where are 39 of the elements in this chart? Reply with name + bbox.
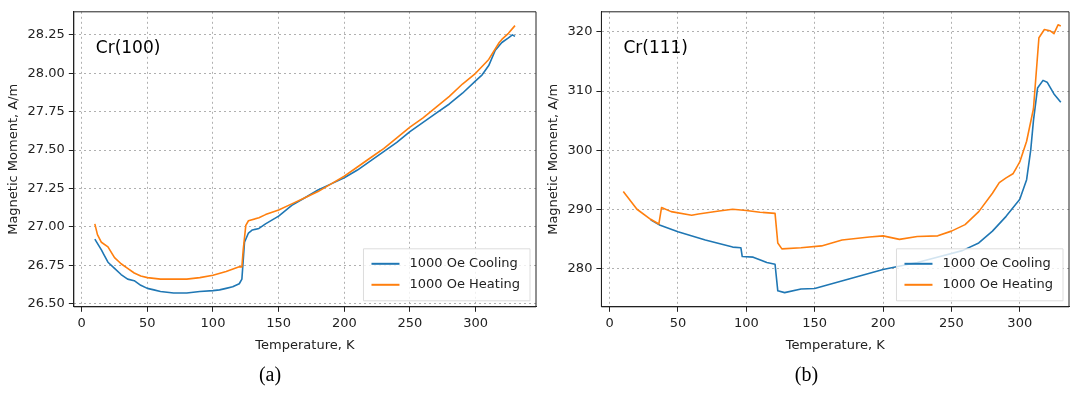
text: (a) [257,363,283,386]
x-tick-label: 100 [200,314,226,330]
annotation: Cr(100) [95,36,161,57]
y-tick-label: 27.75 [27,103,65,119]
legend-label: 1000 Oe Cooling [942,255,1051,271]
x-tick-label: 250 [397,314,423,330]
y-tick-label: 320 [567,23,593,39]
x-tick-label: 300 [1007,314,1033,330]
y-tick-label: 27.25 [27,179,65,195]
x-tick-label: 250 [939,314,964,330]
x-tick-label: 200 [331,314,357,330]
x-axis-title: Temperature, K [784,336,886,352]
x-axis-title: Temperature, K [254,336,355,352]
x-tick-label: 300 [463,314,489,330]
y-tick-label: 28.25 [27,26,65,42]
legend-label: 1000 Oe Cooling [409,255,518,271]
legend-label: 1000 Oe Heating [942,276,1054,292]
legend-label: 1000 Oe Heating [409,276,521,292]
y-tick-label: 28.00 [27,64,65,80]
y-axis-title: Magnetic Moment, A/m [545,83,561,235]
x-tick-label: 200 [870,314,896,330]
x-tick-label: 50 [669,314,687,330]
x-tick-label: 0 [77,314,86,330]
x-tick-label: 150 [266,314,292,330]
y-tick-label: 27.50 [27,141,65,157]
x-tick-label: 0 [605,314,614,330]
y-tick-label: 27.00 [27,218,65,234]
x-tick-label: 150 [802,314,828,330]
y-axis-title: Magnetic Moment, A/m [5,83,21,235]
y-tick-label: 300 [567,141,593,157]
y-tick-label: 26.50 [27,295,65,311]
y-tick-label: 26.75 [27,256,65,272]
y-tick-label: 290 [567,200,593,216]
text: (b) [793,363,820,386]
x-tick-label: 100 [733,314,759,330]
y-tick-label: 280 [567,259,593,275]
annotation: Cr(111) [623,36,688,57]
y-tick-label: 310 [567,82,593,98]
x-tick-label: 50 [139,314,156,330]
